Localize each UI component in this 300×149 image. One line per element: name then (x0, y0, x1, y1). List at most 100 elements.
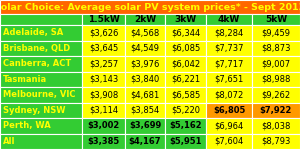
Bar (82, 56, 125, 72)
Bar (252, 14, 300, 25)
Text: Sydney, NSW: Sydney, NSW (3, 106, 65, 115)
Bar (165, 87, 206, 103)
Text: $5,951: $5,951 (169, 137, 202, 146)
Bar (252, 25, 300, 41)
Text: $6,344: $6,344 (171, 28, 200, 37)
Text: $3,854: $3,854 (130, 106, 160, 115)
Text: 4kW: 4kW (218, 15, 240, 24)
Bar (82, 134, 125, 149)
Bar (165, 56, 206, 72)
Bar (165, 118, 206, 134)
Bar (165, 103, 206, 118)
Text: Tasmania: Tasmania (3, 75, 47, 84)
Text: $6,805: $6,805 (213, 106, 245, 115)
Bar (165, 134, 206, 149)
Text: $6,585: $6,585 (171, 90, 200, 99)
Text: $8,873: $8,873 (261, 44, 291, 53)
Bar (165, 14, 206, 25)
Text: $7,922: $7,922 (260, 106, 292, 115)
Text: $3,908: $3,908 (89, 90, 118, 99)
Text: $8,988: $8,988 (261, 75, 291, 84)
Text: Adelaide, SA: Adelaide, SA (3, 28, 63, 37)
Text: $6,085: $6,085 (171, 44, 200, 53)
Text: 1.5kW: 1.5kW (88, 15, 119, 24)
Text: $4,681: $4,681 (130, 90, 160, 99)
Text: Solar Choice: Average solar PV system prices* - Sept 2013: Solar Choice: Average solar PV system pr… (0, 3, 300, 11)
Bar (125, 103, 165, 118)
Bar (165, 41, 206, 56)
Bar (252, 72, 300, 87)
Text: 2kW: 2kW (134, 15, 156, 24)
Text: $6,964: $6,964 (214, 121, 244, 130)
Text: Melbourne, VIC: Melbourne, VIC (3, 90, 76, 99)
Bar (0, 87, 82, 103)
Text: 5kW: 5kW (265, 15, 287, 24)
Text: Canberra, ACT: Canberra, ACT (3, 59, 71, 68)
Text: $7,737: $7,737 (214, 44, 244, 53)
Text: $3,645: $3,645 (89, 44, 118, 53)
Bar (0, 134, 82, 149)
Bar (206, 25, 252, 41)
Bar (125, 56, 165, 72)
Bar (0, 14, 82, 25)
Text: $8,072: $8,072 (214, 90, 244, 99)
Text: $4,549: $4,549 (130, 44, 160, 53)
Text: $9,262: $9,262 (261, 90, 291, 99)
Bar (252, 87, 300, 103)
Text: $5,162: $5,162 (169, 121, 202, 130)
Bar (82, 103, 125, 118)
Bar (252, 41, 300, 56)
Text: $3,385: $3,385 (87, 137, 120, 146)
Bar (82, 41, 125, 56)
Bar (125, 41, 165, 56)
Bar (82, 14, 125, 25)
Bar (206, 56, 252, 72)
Text: All: All (3, 137, 16, 146)
Text: Perth, WA: Perth, WA (3, 121, 51, 130)
Text: $7,717: $7,717 (214, 59, 244, 68)
Bar (125, 87, 165, 103)
Text: 3kW: 3kW (174, 15, 196, 24)
Text: $9,007: $9,007 (261, 59, 291, 68)
Bar (252, 103, 300, 118)
Bar (125, 72, 165, 87)
Bar (0, 41, 82, 56)
Text: $3,840: $3,840 (130, 75, 160, 84)
Text: $3,114: $3,114 (89, 106, 118, 115)
Bar (82, 25, 125, 41)
Bar (165, 25, 206, 41)
Bar (206, 14, 252, 25)
Bar (82, 72, 125, 87)
Bar (252, 56, 300, 72)
Bar (206, 72, 252, 87)
Bar (206, 41, 252, 56)
Text: $3,257: $3,257 (89, 59, 118, 68)
Text: $3,002: $3,002 (87, 121, 120, 130)
Text: $6,221: $6,221 (171, 75, 200, 84)
Bar (206, 134, 252, 149)
Bar (125, 134, 165, 149)
Bar (252, 118, 300, 134)
Bar (0, 25, 82, 41)
Bar (0, 103, 82, 118)
Text: $8,793: $8,793 (261, 137, 291, 146)
Bar (0, 0, 300, 14)
Text: $8,038: $8,038 (261, 121, 291, 130)
Bar (82, 87, 125, 103)
Bar (206, 118, 252, 134)
Text: $9,459: $9,459 (262, 28, 290, 37)
Bar (206, 87, 252, 103)
Bar (252, 134, 300, 149)
Bar (0, 118, 82, 134)
Text: $3,143: $3,143 (89, 75, 118, 84)
Bar (82, 118, 125, 134)
Text: $3,626: $3,626 (89, 28, 118, 37)
Text: $4,568: $4,568 (130, 28, 160, 37)
Text: $7,651: $7,651 (214, 75, 244, 84)
Bar (125, 14, 165, 25)
Text: $3,699: $3,699 (129, 121, 161, 130)
Text: $8,284: $8,284 (214, 28, 244, 37)
Text: $5,220: $5,220 (171, 106, 200, 115)
Text: Brisbane, QLD: Brisbane, QLD (3, 44, 70, 53)
Bar (125, 118, 165, 134)
